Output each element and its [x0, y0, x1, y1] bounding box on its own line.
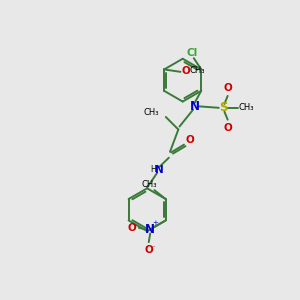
Text: O: O [127, 223, 136, 233]
Text: CH₃: CH₃ [189, 66, 205, 75]
Text: O: O [182, 66, 190, 76]
Text: O: O [186, 135, 194, 145]
Text: CH₃: CH₃ [142, 180, 157, 189]
Text: N: N [155, 165, 164, 175]
Text: O: O [224, 123, 233, 133]
Text: +: + [153, 220, 158, 226]
Text: Cl: Cl [186, 48, 197, 58]
Text: CH₃: CH₃ [144, 108, 159, 117]
Text: O: O [224, 83, 233, 93]
Text: ⁻: ⁻ [152, 246, 155, 252]
Text: S: S [219, 101, 227, 114]
Text: N: N [190, 100, 200, 113]
Text: N: N [145, 223, 155, 236]
Text: CH₃: CH₃ [238, 103, 254, 112]
Text: O: O [144, 245, 153, 255]
Text: H: H [151, 165, 156, 174]
